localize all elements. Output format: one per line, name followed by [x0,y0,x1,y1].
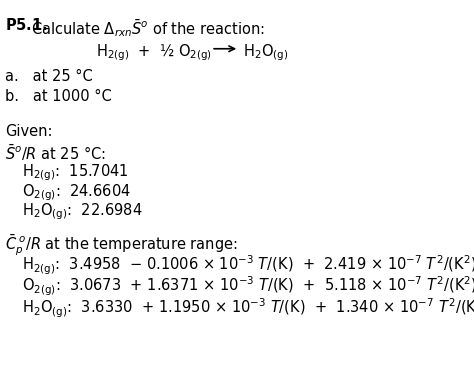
Text: Given:: Given: [5,124,53,139]
Text: $\mathrm{H_2O_{(g)}}$: $\mathrm{H_2O_{(g)}}$ [243,42,288,63]
Text: $\mathrm{H_2O_{(g)}}$:  3.6330  + 1.1950 × 10$^{-3}$ $T$/(K)  +  1.340 × 10$^{-7: $\mathrm{H_2O_{(g)}}$: 3.6330 + 1.1950 ×… [22,296,474,320]
Text: $\mathrm{H_{2(g)}}$:  15.7041: $\mathrm{H_{2(g)}}$: 15.7041 [22,163,129,183]
Text: $\bar{C}_p^{\ o}/R$ at the temperature range:: $\bar{C}_p^{\ o}/R$ at the temperature r… [5,232,237,258]
Text: b.   at 1000 °C: b. at 1000 °C [5,89,112,104]
Text: $\mathrm{H_2O_{(g)}}$:  22.6984: $\mathrm{H_2O_{(g)}}$: 22.6984 [22,201,143,222]
Text: $\mathrm{O_{2(g)}}$:  24.6604: $\mathrm{O_{2(g)}}$: 24.6604 [22,182,131,203]
Text: Calculate $\Delta_{rxn}\bar{S}^o$ of the reaction:: Calculate $\Delta_{rxn}\bar{S}^o$ of the… [31,17,265,39]
Text: $\mathrm{H_{2(g)}}$:  3.4958  $-$ 0.1006 × 10$^{-3}$ $T$/(K)  +  2.419 × 10$^{-7: $\mathrm{H_{2(g)}}$: 3.4958 $-$ 0.1006 ×… [22,254,474,277]
Text: a.   at 25 °C: a. at 25 °C [5,69,92,84]
Text: $\bar{S}^o/R$ at 25 °C:: $\bar{S}^o/R$ at 25 °C: [5,143,106,163]
Text: $\bf{P5.1.}$: $\bf{P5.1.}$ [5,17,48,33]
Text: $\mathrm{H_{2(g)}}$  +  ½ $\mathrm{O_{2(g)}}$: $\mathrm{H_{2(g)}}$ + ½ $\mathrm{O_{2(g)… [96,42,212,63]
Text: $\mathrm{O_{2(g)}}$:  3.0673  + 1.6371 × 10$^{-3}$ $T$/(K)  +  5.118 × 10$^{-7}$: $\mathrm{O_{2(g)}}$: 3.0673 + 1.6371 × 1… [22,275,474,298]
